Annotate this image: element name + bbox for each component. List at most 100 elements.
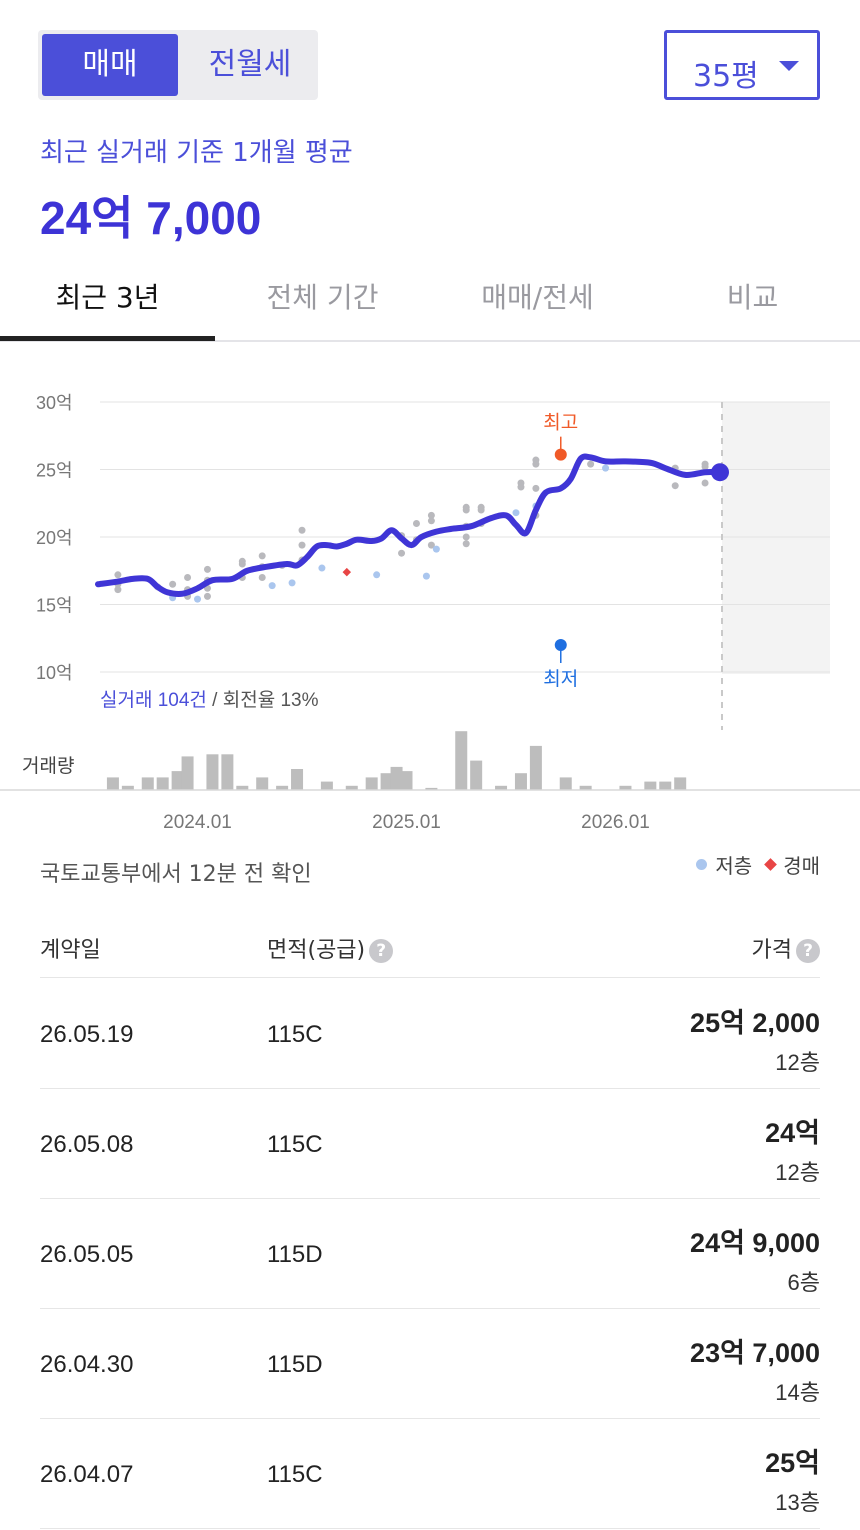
min-marker-label: 최저 [543, 668, 578, 690]
low-floor-point [194, 595, 202, 603]
y-tick-label: 30억 [36, 393, 73, 413]
volume-bar [256, 777, 269, 790]
transaction-point [701, 479, 709, 487]
trade-rent-button[interactable]: 전월세 [208, 47, 292, 82]
row-price: 25억 2,000 [690, 1008, 820, 1038]
table-row[interactable]: 26.04.30 115D 23억 7,000 14층 [40, 1309, 820, 1419]
transaction-point [398, 549, 406, 557]
max-marker-dot [554, 448, 567, 461]
volume-bar [619, 785, 632, 790]
help-icon[interactable]: ? [369, 939, 394, 963]
legend-auction-label: 경매 [783, 854, 820, 878]
low-floor-point [288, 579, 296, 587]
volume-bar [106, 777, 119, 790]
transaction-point [258, 552, 266, 560]
transaction-point [184, 574, 192, 581]
transaction-point [298, 541, 306, 549]
active-tab-indicator [0, 336, 215, 341]
future-area [722, 402, 830, 674]
header-area: 면적(공급)? [267, 932, 394, 964]
row-area: 115C [267, 1131, 323, 1158]
volume-bar [390, 766, 403, 790]
transaction-point [114, 586, 122, 594]
legend-low-floor: 저층 [696, 850, 752, 879]
volume-bar [221, 754, 234, 790]
tab-sale-vs-jeonse[interactable]: 매매/전세 [481, 281, 594, 314]
transaction-point [427, 541, 435, 549]
transaction-point [203, 565, 211, 573]
y-tick-label: 25억 [36, 461, 73, 481]
volume-bar [206, 754, 219, 790]
volume-bar [529, 745, 542, 790]
trade-count: 실거래 104건 [100, 689, 207, 711]
transaction-point [462, 533, 470, 541]
trade-sale-button[interactable]: 매매 [42, 34, 178, 96]
volume-bar [320, 781, 333, 790]
low-floor-point [318, 564, 326, 572]
transaction-point [298, 526, 306, 534]
current-price-point [711, 463, 729, 482]
tab-compare[interactable]: 비교 [726, 281, 779, 314]
dot-icon [696, 859, 708, 870]
transaction-point [462, 540, 470, 548]
transaction-point [532, 456, 540, 464]
volume-bar [380, 773, 393, 790]
low-floor-point [602, 464, 610, 472]
volume-bar [400, 771, 413, 790]
average-subtitle: 최근 실거래 기준 1개월 평균 [40, 138, 353, 168]
volume-bar [141, 777, 154, 790]
volume-bar [644, 781, 657, 790]
chart-legend: 저층 경매 [696, 850, 820, 879]
volume-bar [365, 777, 378, 790]
turnover-rate: / 회전율 13% [207, 689, 319, 711]
tab-all-period[interactable]: 전체 기간 [266, 281, 379, 314]
transactions-table-header: 계약일 면적(공급)? 가격? [40, 918, 820, 978]
transaction-point [258, 574, 266, 581]
row-floor: 6층 [787, 1270, 820, 1295]
volume-bar [276, 785, 289, 790]
header-price-label: 가격 [751, 938, 792, 963]
transaction-point [517, 479, 525, 487]
volume-bar [121, 785, 134, 790]
tab-recent-3-years[interactable]: 최근 3년 [55, 281, 160, 314]
row-area: 115C [267, 1461, 323, 1488]
volume-bar [559, 777, 572, 790]
table-row[interactable]: 26.05.19 115C 25억 2,000 12층 [40, 979, 820, 1089]
table-row[interactable]: 26.05.05 115D 24억 9,000 6층 [40, 1199, 820, 1309]
volume-label: 거래량 [22, 755, 74, 777]
transaction-point [203, 592, 211, 600]
low-floor-point [512, 509, 520, 517]
volume-bar [659, 781, 672, 790]
table-row[interactable]: 26.04.07 115C 25억 13층 [40, 1419, 820, 1529]
low-floor-point [373, 571, 381, 579]
volume-bar [674, 777, 687, 790]
volume-bar [156, 777, 169, 790]
transaction-point [671, 482, 679, 490]
volume-bar [345, 785, 358, 790]
row-date: 26.04.30 [40, 1351, 134, 1378]
max-marker-label: 최고 [543, 412, 578, 434]
row-floor: 12층 [775, 1050, 820, 1075]
data-source-text: 국토교통부에서 12분 전 확인 [40, 862, 312, 887]
y-tick-label: 10억 [36, 663, 73, 683]
transaction-point [701, 460, 709, 468]
volume-bar [236, 785, 249, 790]
size-select-value: 35평 [693, 59, 759, 94]
row-price: 25억 [765, 1448, 820, 1478]
header-area-label: 면적(공급) [267, 938, 366, 963]
row-area: 115D [267, 1351, 323, 1378]
low-floor-point [422, 572, 430, 580]
size-select[interactable]: 35평 [664, 30, 820, 100]
table-row[interactable]: 26.05.08 115C 24억 12층 [40, 1089, 820, 1199]
transaction-point [427, 511, 435, 519]
header-price: 가격? [752, 932, 820, 964]
average-price-line [95, 453, 723, 597]
volume-bar [171, 771, 184, 790]
volume-bar [425, 787, 438, 790]
y-tick-label: 15억 [36, 596, 73, 616]
help-icon[interactable]: ? [796, 939, 820, 963]
row-floor: 12층 [775, 1160, 820, 1185]
transaction-point [532, 484, 540, 492]
row-area: 115C [267, 1021, 323, 1048]
